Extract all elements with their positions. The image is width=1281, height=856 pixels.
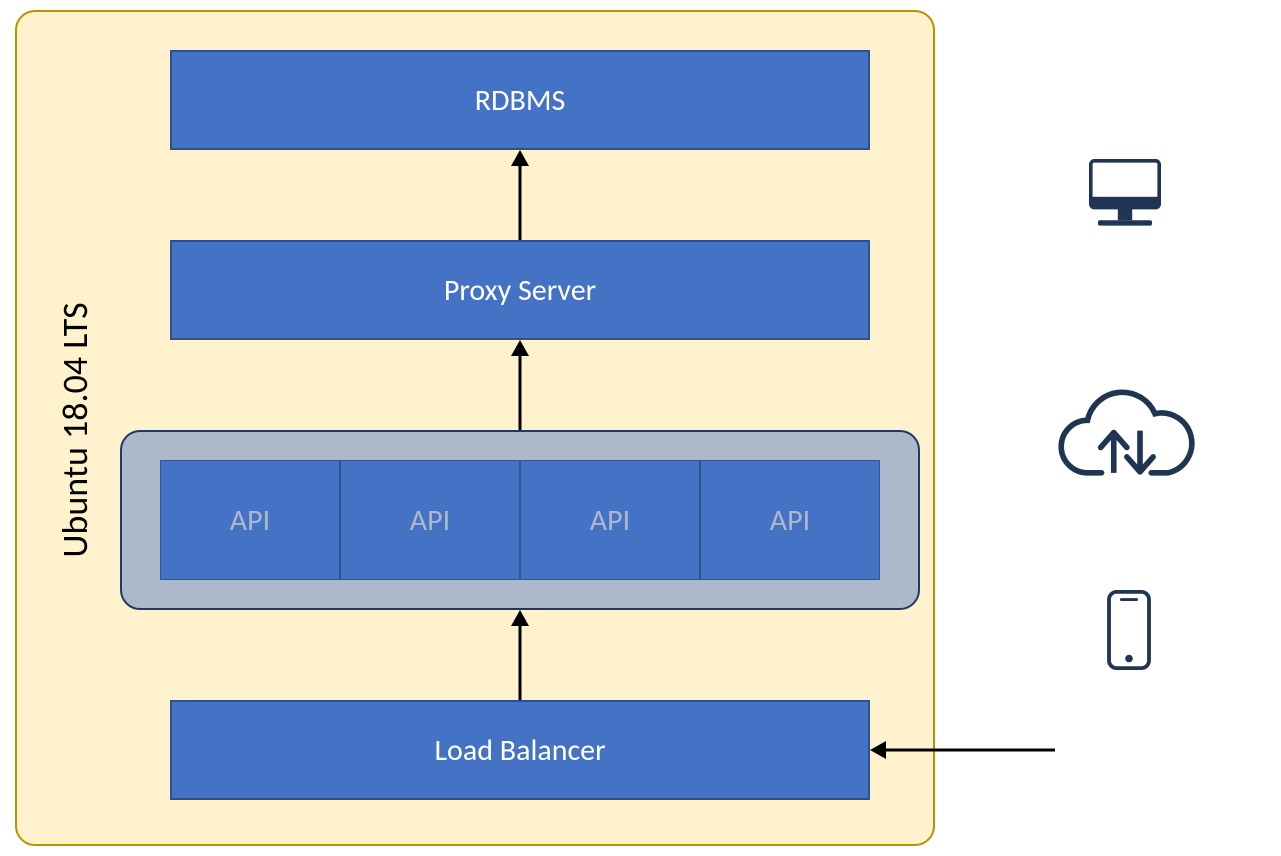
desktop-icon — [1080, 150, 1170, 240]
cloud-sync-icon — [1050, 380, 1200, 500]
mobile-phone-icon — [1105, 590, 1153, 670]
